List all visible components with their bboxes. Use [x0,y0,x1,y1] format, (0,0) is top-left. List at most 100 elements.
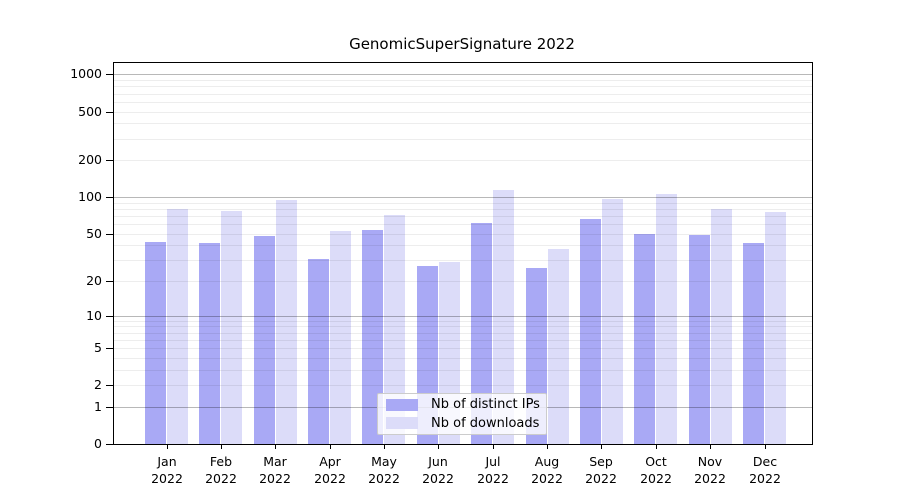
x-tick-year: 2022 [477,471,509,486]
y-tick-mark [106,74,113,75]
y-tick-label: 200 [78,152,102,167]
bar-distinct-ips-nov [688,234,710,444]
gridline-minor [114,160,812,161]
x-tick-label-aug: Aug 2022 [519,453,575,487]
x-tick-year: 2022 [531,471,563,486]
bar-distinct-ips-sep [579,219,601,444]
y-tick-label: 5 [94,340,102,355]
y-tick-mark [106,281,113,282]
y-tick-mark [106,234,113,235]
bar-downloads-oct [656,194,678,444]
x-tick-month: Feb [209,454,233,469]
x-tick-month: Dec [752,454,778,469]
y-tick-label: 100 [78,189,102,204]
y-tick-mark [106,160,113,161]
x-tick-label-apr: Apr 2022 [302,453,358,487]
x-tick-mark [275,445,276,449]
gridline-minor [114,224,812,225]
x-tick-label-jan: Jan 2022 [139,453,195,487]
x-tick-mark [493,445,494,449]
x-tick-year: 2022 [205,471,237,486]
x-tick-label-dec: Dec 2022 [737,453,793,487]
gridline-minor [114,139,812,140]
x-tick-mark [547,445,548,449]
y-tick-label: 50 [86,226,102,241]
bar-downloads-mar [275,200,297,444]
bar-downloads-apr [330,230,352,444]
y-tick-label: 1 [94,399,102,414]
bar-downloads-sep [601,199,623,444]
x-tick-year: 2022 [422,471,454,486]
x-tick-mark [710,445,711,449]
x-tick-month: Apr [319,454,341,469]
bar-downloads-jul [493,189,515,444]
chart-title: GenomicSuperSignature 2022 [349,35,575,53]
x-tick-year: 2022 [368,471,400,486]
x-tick-month: Jun [428,454,448,469]
x-tick-month: May [371,454,397,469]
bar-distinct-ips-apr [308,258,330,444]
x-tick-label-feb: Feb 2022 [193,453,249,487]
gridline-minor [114,86,812,87]
gridline-minor [114,102,812,103]
y-tick-mark [106,385,113,386]
y-tick-label: 500 [78,104,102,119]
x-tick-mark [330,445,331,449]
y-tick-label: 1000 [70,66,102,81]
y-tick-mark [106,348,113,349]
bar-distinct-ips-feb [199,242,221,444]
gridline-minor [114,348,812,349]
legend-item: Nb of downloads [378,415,546,431]
x-tick-year: 2022 [585,471,617,486]
gridline-minor [114,80,812,81]
y-tick-mark [106,112,113,113]
x-tick-year: 2022 [749,471,781,486]
x-tick-month: Aug [534,454,560,469]
x-tick-month: Mar [263,454,287,469]
gridline-minor [114,326,812,327]
bar-distinct-ips-jan [145,241,166,444]
x-tick-year: 2022 [259,471,291,486]
gridline-minor [114,216,812,217]
gridline-major [114,316,812,317]
gridline-minor [114,321,812,322]
gridline-minor [114,112,812,113]
x-tick-mark [765,445,766,449]
plot-area: 0 1 2 5 10 20 50 100 200 500 1000 Jan 2022 Feb 2022 Mar… [70,62,813,486]
gridline-minor [114,281,812,282]
y-tick-mark [106,316,113,317]
gridline-minor [114,358,812,359]
x-tick-label-nov: Nov 2022 [682,453,738,487]
y-tick-label: 0 [94,436,102,451]
x-tick-mark [601,445,602,449]
x-tick-mark [384,445,385,449]
gridline-minor [114,245,812,246]
x-tick-month: Sep [589,454,613,469]
bar-distinct-ips-dec [743,242,764,444]
legend-swatch-downloads [386,417,418,430]
gridline-minor [114,94,812,95]
legend: Nb of distinct IPs Nb of downloads [377,393,547,435]
x-tick-year: 2022 [640,471,672,486]
gridline-major [114,74,812,75]
x-tick-month: Jan [157,454,177,469]
bar-distinct-ips-jul [471,223,493,444]
x-tick-year: 2022 [151,471,183,486]
gridline-minor [114,333,812,334]
bar-distinct-ips-may [362,229,384,444]
y-tick-label: 10 [86,308,102,323]
legend-label-distinct-ips: Nb of distinct IPs [431,397,540,413]
x-tick-label-oct: Oct 2022 [628,453,684,487]
gridlines-layer [114,63,812,444]
gridline-minor [114,203,812,204]
x-tick-mark [438,445,439,449]
legend-item: Nb of distinct IPs [378,397,546,413]
y-tick-label: 2 [94,377,102,392]
bar-downloads-aug [547,249,569,444]
x-tick-label-jun: Jun 2022 [410,453,466,487]
x-tick-label-may: May 2022 [356,453,412,487]
bar-distinct-ips-mar [253,235,275,444]
bar-downloads-dec [765,211,786,444]
x-tick-month: Nov [697,454,723,469]
